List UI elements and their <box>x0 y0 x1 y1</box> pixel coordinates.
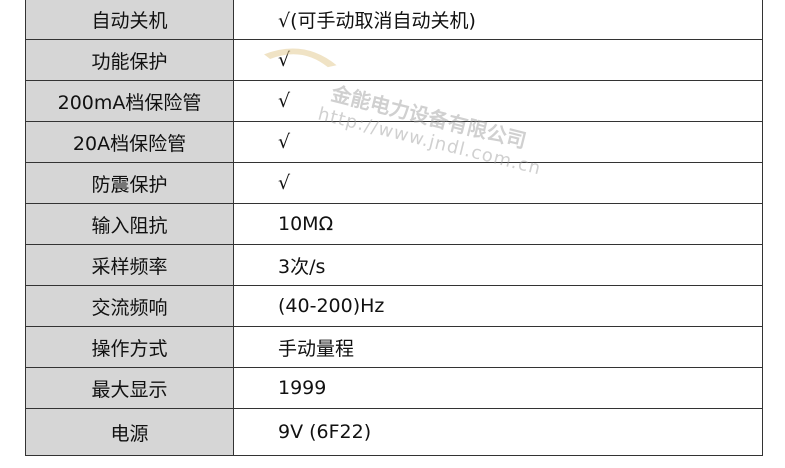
spec-value: 3次/s <box>233 244 763 286</box>
table-row: 自动关机 √(可手动取消自动关机) <box>25 0 763 40</box>
table-row: 最大显示 1999 <box>25 367 763 409</box>
spec-value: √(可手动取消自动关机) <box>233 0 763 40</box>
spec-value: 10MΩ <box>233 203 763 245</box>
spec-label: 采样频率 <box>25 244 234 286</box>
table-row: 输入阻抗 10MΩ <box>25 203 763 245</box>
table-row: 交流频响 (40-200)Hz <box>25 285 763 327</box>
table-row: 电源 9V (6F22) <box>25 408 763 456</box>
spec-label: 200mA档保险管 <box>25 80 234 122</box>
spec-value: √ <box>233 162 763 204</box>
spec-label: 操作方式 <box>25 326 234 368</box>
spec-value: √ <box>233 39 763 81</box>
spec-value: 9V (6F22) <box>233 408 763 456</box>
spec-label: 功能保护 <box>25 39 234 81</box>
spec-label: 交流频响 <box>25 285 234 327</box>
spec-value: 手动量程 <box>233 326 763 368</box>
spec-value: 1999 <box>233 367 763 409</box>
table-row: 防震保护 √ <box>25 162 763 204</box>
table-row: 20A档保险管 √ <box>25 121 763 163</box>
spec-table: 自动关机 √(可手动取消自动关机) 功能保护 √ 200mA档保险管 √ 20A档保险管 √ 防… <box>25 0 763 456</box>
spec-label: 20A档保险管 <box>25 121 234 163</box>
table-row: 200mA档保险管 √ <box>25 80 763 122</box>
spec-label: 最大显示 <box>25 367 234 409</box>
table-row: 操作方式 手动量程 <box>25 326 763 368</box>
spec-value: √ <box>233 121 763 163</box>
table-row: 功能保护 √ <box>25 39 763 81</box>
spec-label: 电源 <box>25 408 234 456</box>
spec-value: (40-200)Hz <box>233 285 763 327</box>
table-row: 采样频率 3次/s <box>25 244 763 286</box>
spec-label: 自动关机 <box>25 0 234 40</box>
spec-label: 输入阻抗 <box>25 203 234 245</box>
spec-label: 防震保护 <box>25 162 234 204</box>
spec-value: √ <box>233 80 763 122</box>
